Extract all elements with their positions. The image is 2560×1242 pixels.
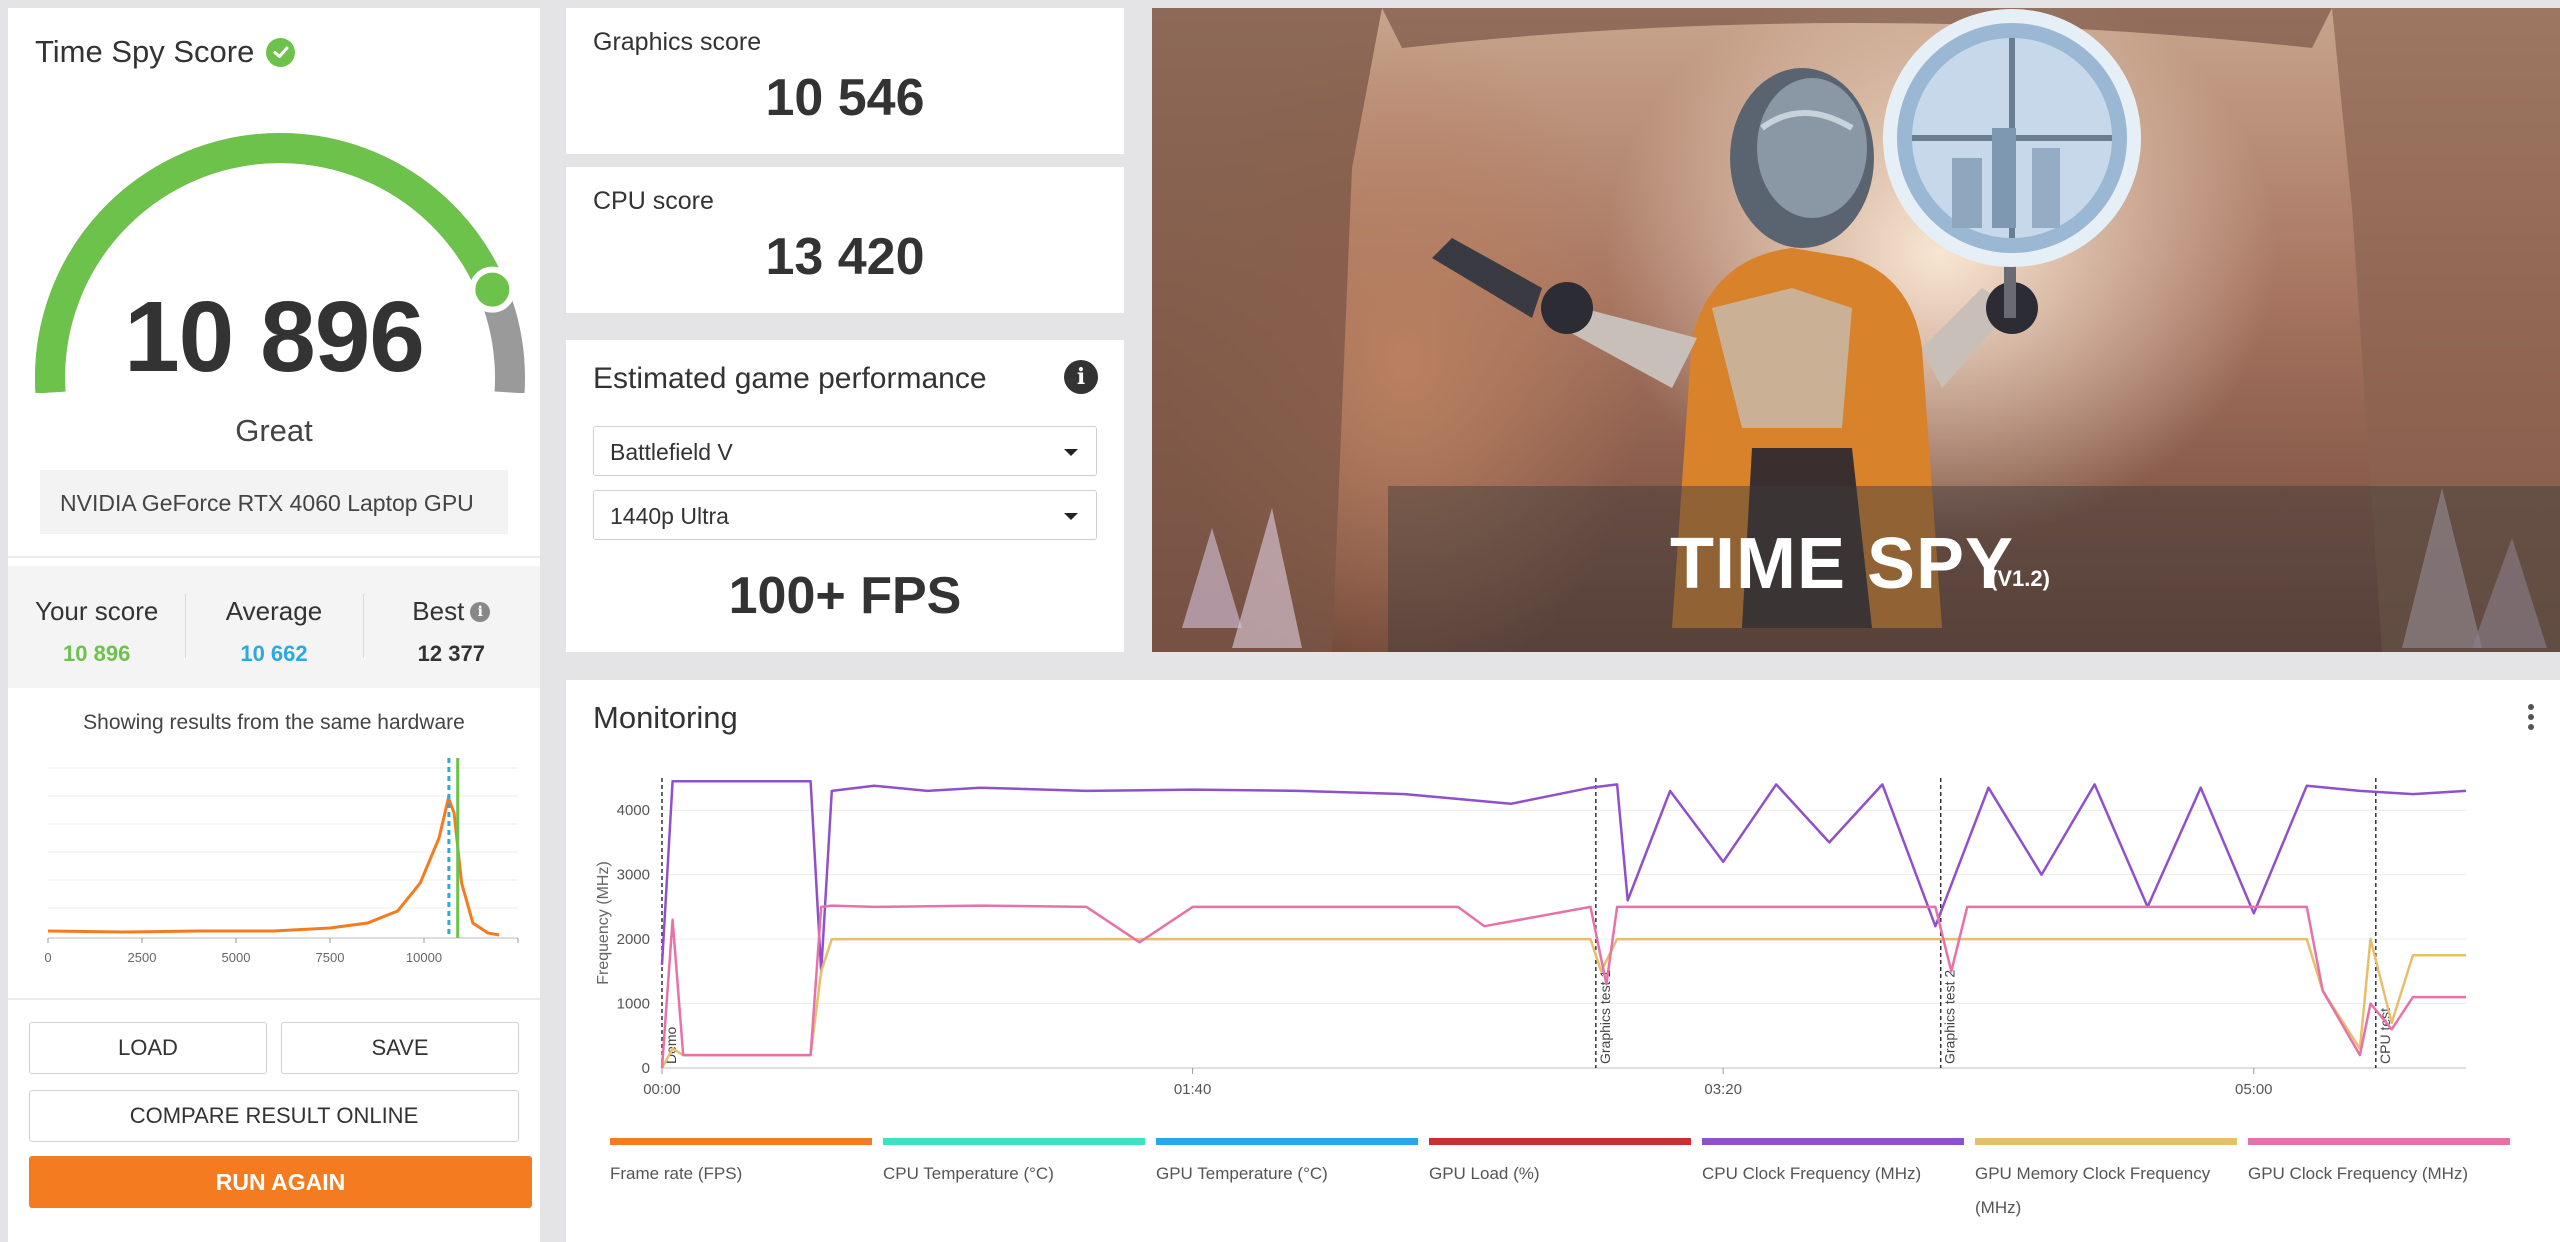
- game-performance-title: Estimated game performance: [593, 362, 987, 395]
- legend-item[interactable]: CPU Clock Frequency (MHz): [1702, 1138, 1964, 1191]
- x-tick-label: 00:00: [643, 1081, 681, 1098]
- your-score-value: 10 896: [63, 641, 131, 666]
- best-stat: Best i 12 377: [362, 566, 540, 688]
- distribution-caption: Showing results from the same hardware: [83, 711, 465, 734]
- average-value: 10 662: [240, 641, 308, 666]
- compare-online-button[interactable]: COMPARE RESULT ONLINE: [29, 1090, 519, 1142]
- y-tick-label: 0: [642, 1060, 650, 1077]
- x-tick-label: 03:20: [1704, 1081, 1742, 1098]
- cpu-score-value: 13 420: [765, 228, 925, 286]
- monitoring-chart: 0 1000 2000 3000 4000 Frequency (MHz) 00:00 01:…: [595, 778, 2467, 1098]
- phase-marker-label: Graphics test 1: [1597, 970, 1613, 1064]
- legend-swatch: [1156, 1138, 1418, 1145]
- legend-item[interactable]: GPU Clock Frequency (MHz): [2248, 1138, 2510, 1191]
- average-stat: Average 10 662: [185, 566, 362, 688]
- game-select-value: Battlefield V: [610, 439, 733, 465]
- y-tick-label: 3000: [617, 867, 650, 884]
- benchmark-name: TIME SPY: [1670, 524, 2015, 604]
- legend-label: CPU Clock Frequency (MHz): [1702, 1164, 1922, 1183]
- cpu-score-label: CPU score: [593, 187, 714, 215]
- y-tick-label: 1000: [617, 996, 650, 1013]
- overall-score: 10 896: [124, 281, 425, 393]
- y-tick-label: 4000: [617, 802, 650, 819]
- x-tick-label: 2500: [128, 950, 157, 965]
- score-distribution-chart: 0 2500 5000 7500 10000: [44, 758, 519, 965]
- phase-marker-label: Demo: [663, 1026, 679, 1064]
- phase-marker-label: Graphics test 2: [1942, 970, 1958, 1064]
- x-tick-label: 05:00: [2235, 1081, 2273, 1098]
- best-value: 12 377: [417, 641, 485, 666]
- legend-swatch: [1975, 1138, 2237, 1145]
- gauge-marker: [469, 266, 516, 313]
- load-button[interactable]: LOAD: [29, 1022, 267, 1074]
- score-rating: Great: [235, 413, 313, 448]
- estimated-fps: 100+ FPS: [728, 567, 962, 625]
- x-tick-label: 5000: [222, 950, 251, 965]
- score-comparison: Your score 10 896 Average 10 662 Best i …: [8, 566, 540, 688]
- hero-artwork: [1152, 8, 2560, 652]
- legend-item[interactable]: GPU Load (%): [1429, 1138, 1691, 1191]
- score-title: Time Spy Score: [35, 34, 296, 70]
- cpu-score-card: CPU score 13 420: [566, 167, 1124, 313]
- check-icon: [266, 37, 296, 67]
- more-options-icon[interactable]: [2528, 704, 2536, 734]
- your-score-label: Your score: [34, 596, 159, 626]
- info-icon[interactable]: i: [1064, 360, 1098, 394]
- series-line: [660, 779, 2467, 973]
- graphics-score-value: 10 546: [765, 69, 925, 127]
- caret-down-icon: [1064, 513, 1078, 520]
- legend-item[interactable]: GPU Temperature (°C): [1156, 1138, 1418, 1191]
- phase-marker-label: CPU test: [2377, 1008, 2393, 1064]
- series-line: [660, 904, 2466, 1069]
- legend-item[interactable]: CPU Temperature (°C): [883, 1138, 1145, 1191]
- legend-swatch: [1429, 1138, 1691, 1145]
- run-again-button[interactable]: RUN AGAIN: [29, 1156, 532, 1208]
- best-label-wrap: Best i: [412, 596, 491, 627]
- game-select[interactable]: Battlefield V: [593, 426, 1097, 476]
- gpu-name: NVIDIA GeForce RTX 4060 Laptop GPU: [40, 470, 508, 534]
- score-gauge: [35, 133, 525, 393]
- preset-select-value: 1440p Ultra: [610, 503, 729, 529]
- legend-label: Frame rate (FPS): [610, 1164, 743, 1183]
- score-title-text: Time Spy Score: [35, 34, 255, 69]
- legend-label: GPU Clock Frequency (MHz): [2248, 1164, 2469, 1183]
- legend-label: GPU Memory Clock Frequency (MHz): [1975, 1164, 2211, 1217]
- monitoring-title: Monitoring: [593, 700, 738, 735]
- legend-label: CPU Temperature (°C): [883, 1164, 1054, 1183]
- score-panel: Time Spy Score 10 896 Great NVIDIA GeFor…: [8, 8, 540, 1242]
- your-score-stat: Your score 10 896: [8, 566, 185, 688]
- hero-banner: [1388, 486, 2560, 652]
- x-tick-label: 7500: [316, 950, 345, 965]
- y-axis-label: Frequency (MHz): [595, 861, 612, 985]
- distribution-curve: [47, 792, 500, 937]
- legend-swatch: [610, 1138, 872, 1145]
- benchmark-version: (V1.2): [1990, 566, 2050, 591]
- legend-item[interactable]: Frame rate (FPS): [610, 1138, 872, 1191]
- graphics-score-label: Graphics score: [593, 28, 762, 56]
- save-button[interactable]: SAVE: [281, 1022, 519, 1074]
- x-tick-label: 01:40: [1174, 1081, 1212, 1098]
- caret-down-icon: [1064, 449, 1078, 456]
- legend-label: GPU Load (%): [1429, 1164, 1540, 1183]
- divider: [8, 998, 540, 1000]
- average-label: Average: [225, 596, 323, 626]
- info-icon[interactable]: i: [470, 601, 491, 622]
- y-tick-label: 2000: [617, 931, 650, 948]
- preset-select[interactable]: 1440p Ultra: [593, 490, 1097, 540]
- benchmark-hero-image: TIME SPY (V1.2): [1152, 8, 2560, 652]
- legend-swatch: [1702, 1138, 1964, 1145]
- graphics-score-card: Graphics score 10 546: [566, 8, 1124, 154]
- game-performance-card: Estimated game performance i Battlefield…: [566, 340, 1124, 652]
- legend-item[interactable]: GPU Memory Clock Frequency (MHz): [1975, 1138, 2237, 1225]
- legend-label: GPU Temperature (°C): [1156, 1164, 1328, 1183]
- divider: [8, 556, 540, 558]
- best-label: Best: [412, 596, 465, 626]
- legend-swatch: [883, 1138, 1145, 1145]
- legend-swatch: [2248, 1138, 2510, 1145]
- monitoring-panel: Monitoring 0 1000 2000 3000 4000 Frequency (M…: [566, 680, 2560, 1242]
- x-tick-label: 10000: [406, 950, 442, 965]
- x-tick-label: 0: [44, 950, 51, 965]
